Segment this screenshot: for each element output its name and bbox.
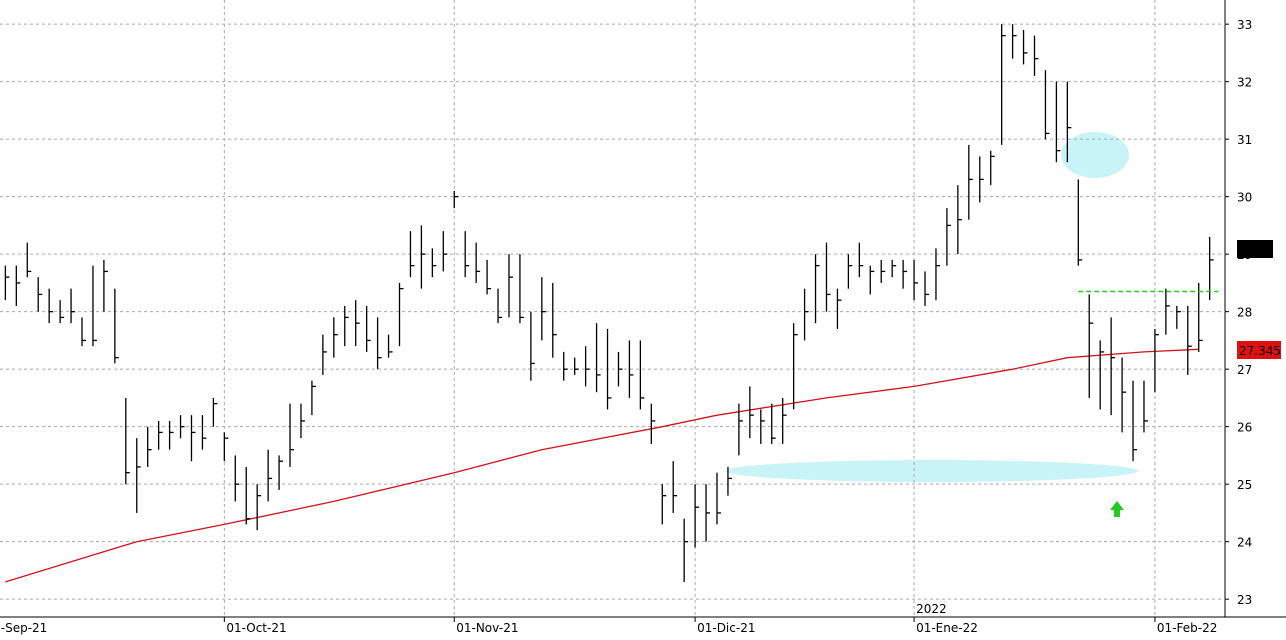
y-tick-label: 32 (1237, 76, 1252, 90)
x-tick-label: 01-Dic-21 (697, 621, 755, 635)
y-tick-label: 29 (1237, 248, 1252, 262)
ma-price-label: 27.345 (1239, 344, 1281, 358)
y-tick-label: 30 (1237, 191, 1252, 205)
x-tick-label: 01-Feb-22 (1157, 621, 1217, 635)
year-annotation: 2022 (916, 602, 947, 616)
ma-price-box (1237, 341, 1281, 359)
y-tick-label: 26 (1237, 421, 1252, 435)
y-tick-label: 28 (1237, 306, 1252, 320)
highlight-zone (1061, 132, 1129, 178)
moving-average (5, 348, 1199, 583)
highlight-zone (726, 460, 1138, 482)
up-arrow (1110, 501, 1124, 517)
x-tick-label: 01-Ene-22 (916, 621, 978, 635)
x-tick-label: 01-Oct-21 (226, 621, 286, 635)
y-tick-label: 27 (1237, 363, 1252, 377)
y-tick-label: 31 (1237, 133, 1252, 147)
price-box (1237, 240, 1273, 258)
y-tick-label: 33 (1237, 18, 1252, 32)
x-tick-label: 01-Sep-21 (0, 621, 47, 635)
y-tick-label: 25 (1237, 478, 1252, 492)
y-tick-label: 23 (1237, 593, 1252, 607)
x-tick-label: 01-Nov-21 (456, 621, 518, 635)
y-tick-label: 24 (1237, 536, 1252, 550)
